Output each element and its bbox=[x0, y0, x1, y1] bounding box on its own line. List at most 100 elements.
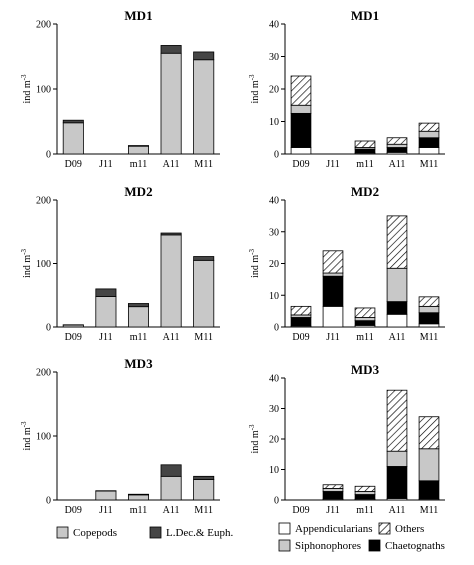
y-axis-label: ind m-3 bbox=[20, 74, 33, 103]
bar-segment-others bbox=[386, 137, 408, 145]
bar-segment-copepods bbox=[160, 234, 182, 328]
legend-right: Appendicularians Others Siphonophores Chaet… bbox=[278, 522, 445, 552]
legend-label: Others bbox=[395, 523, 424, 535]
bar-segment-copepods bbox=[193, 59, 215, 155]
bar-segment-siphonophores bbox=[418, 130, 440, 139]
y-axis-label: ind m-3 bbox=[248, 424, 261, 453]
y-tick-label: 0 bbox=[46, 150, 51, 161]
bar-segment-chaetognaths bbox=[322, 491, 344, 500]
bar-segment-appendicularians bbox=[418, 323, 440, 328]
legend-item-chaetognaths: Chaetognaths bbox=[368, 539, 445, 552]
legend-item-l-dec-euph: L.Dec.& Euph. bbox=[149, 526, 233, 539]
bar-segment-siphonophores bbox=[322, 488, 344, 492]
bar-segment-siphonophores bbox=[418, 305, 440, 314]
y-tick-label: 40 bbox=[269, 196, 279, 207]
x-tick-label: M11 bbox=[420, 159, 439, 170]
x-tick-label: D09 bbox=[292, 159, 309, 170]
legend-swatch bbox=[56, 526, 69, 539]
legend-label: Chaetognaths bbox=[385, 540, 445, 552]
x-tick-label: m11 bbox=[130, 332, 147, 343]
bar-segment-copepods bbox=[95, 296, 117, 328]
legend-item-copepods: Copepods bbox=[56, 526, 117, 539]
x-tick-label: m11 bbox=[356, 332, 373, 343]
bar-segment-chaetognaths bbox=[418, 312, 440, 325]
x-tick-label: J11 bbox=[99, 505, 113, 516]
bar-segment-chaetognaths bbox=[418, 480, 440, 500]
y-tick-label: 100 bbox=[36, 85, 51, 96]
y-tick-label: 30 bbox=[269, 404, 279, 415]
y-tick-label: 30 bbox=[269, 227, 279, 238]
bar-segment-l-dec-euph bbox=[193, 475, 215, 480]
bar-segment-siphonophores bbox=[322, 272, 344, 277]
legend-item-siphonophores: Siphonophores bbox=[278, 539, 361, 552]
legend-label: Siphonophores bbox=[295, 540, 361, 552]
chart-panel-4: MD2 ind m-3 0 10 20 30 40 D09 J11 m11 A11 M11 bbox=[248, 184, 445, 343]
bar-segment-l-dec-euph bbox=[193, 51, 215, 61]
x-tick-label: D09 bbox=[65, 505, 82, 516]
x-tick-label: m11 bbox=[356, 159, 373, 170]
bar-segment-chaetognaths bbox=[386, 466, 408, 499]
bar-segment-l-dec-euph bbox=[160, 464, 182, 477]
x-tick-label: J11 bbox=[326, 332, 340, 343]
legend-swatch bbox=[368, 539, 381, 552]
legend-label: Appendicularians bbox=[295, 523, 373, 535]
x-tick-label: A11 bbox=[163, 505, 180, 516]
legend-swatch bbox=[149, 526, 162, 539]
x-tick-label: D09 bbox=[292, 505, 309, 516]
bar-segment-others bbox=[386, 215, 408, 269]
legend-item-appendicularians: Appendicularians bbox=[278, 522, 373, 535]
bar-segment-appendicularians bbox=[290, 147, 312, 155]
x-tick-label: M11 bbox=[194, 159, 213, 170]
bar-segment-others bbox=[354, 307, 376, 318]
y-axis-label: ind m-3 bbox=[248, 249, 261, 278]
chart-title: MD1 bbox=[124, 8, 152, 23]
bar-segment-chaetognaths bbox=[290, 112, 312, 148]
x-tick-label: A11 bbox=[389, 159, 406, 170]
bar-segment-siphonophores bbox=[354, 491, 376, 495]
chart-title: MD3 bbox=[351, 362, 380, 377]
chart-title: MD2 bbox=[124, 184, 152, 199]
x-tick-label: m11 bbox=[130, 159, 147, 170]
bar-segment-chaetognaths bbox=[290, 317, 312, 327]
legend-swatch bbox=[278, 522, 291, 535]
bar-segment-chaetognaths bbox=[418, 137, 440, 148]
bar-segment-copepods bbox=[193, 259, 215, 328]
bar-segment-copepods bbox=[160, 475, 182, 501]
y-axis-label: ind m-3 bbox=[248, 74, 261, 103]
y-tick-label: 30 bbox=[269, 52, 279, 63]
bar-segment-l-dec-euph bbox=[62, 119, 84, 124]
bar-segment-chaetognaths bbox=[386, 147, 408, 153]
bar-segment-others bbox=[322, 484, 344, 489]
x-tick-label: A11 bbox=[163, 332, 180, 343]
bar-segment-copepods bbox=[127, 306, 150, 328]
bar-segment-chaetognaths bbox=[354, 148, 376, 154]
bar-segment-copepods bbox=[127, 494, 150, 501]
x-tick-label: M11 bbox=[194, 332, 213, 343]
y-tick-label: 200 bbox=[36, 20, 51, 31]
y-tick-label: 100 bbox=[36, 432, 51, 443]
y-tick-label: 40 bbox=[269, 374, 279, 385]
bar-segment-copepods bbox=[193, 479, 215, 501]
bar-segment-l-dec-euph bbox=[160, 45, 182, 54]
y-tick-label: 10 bbox=[269, 465, 279, 476]
y-tick-label: 200 bbox=[36, 368, 51, 379]
bar-segment-l-dec-euph bbox=[127, 493, 150, 496]
bar-segment-chaetognaths bbox=[354, 320, 376, 326]
y-tick-label: 200 bbox=[36, 196, 51, 207]
bar-segment-others bbox=[290, 75, 312, 106]
x-tick-label: D09 bbox=[65, 332, 82, 343]
chart-title: MD3 bbox=[124, 356, 153, 371]
bar-segment-copepods bbox=[62, 122, 84, 155]
bar-segment-others bbox=[418, 296, 440, 307]
chart-panel-6: MD3 ind m-3 0 10 20 30 40 D09 J11 m11 A11 M11 bbox=[248, 362, 445, 516]
bar-segment-others bbox=[354, 485, 376, 492]
y-tick-label: 20 bbox=[269, 435, 279, 446]
x-tick-label: M11 bbox=[420, 332, 439, 343]
bar-segment-siphonophores bbox=[386, 450, 408, 467]
legend-item-others: Others bbox=[378, 522, 424, 535]
y-tick-label: 0 bbox=[46, 496, 51, 507]
x-tick-label: J11 bbox=[326, 505, 340, 516]
x-tick-label: J11 bbox=[99, 159, 113, 170]
legend-swatch bbox=[378, 522, 391, 535]
